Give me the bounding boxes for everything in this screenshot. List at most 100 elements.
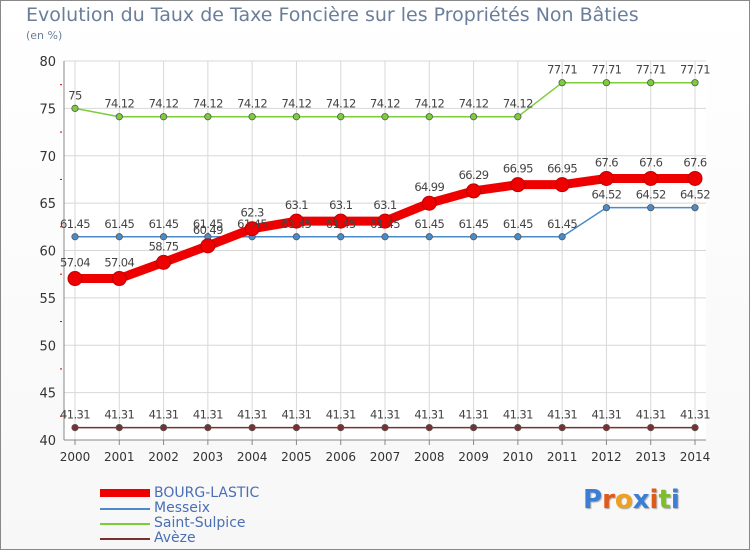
logo-letter: r (602, 485, 615, 515)
data-label-saint-sulpice: 75 (68, 88, 82, 102)
data-label-messeix: 61.45 (503, 217, 533, 231)
data-label-saint-sulpice: 74.12 (326, 97, 356, 111)
x-tick-label: 2000 (60, 450, 91, 464)
data-point-bourg-lastic (333, 213, 349, 229)
data-label-bourg-lastic: 66.29 (459, 168, 489, 182)
data-label-messeix: 61.45 (237, 217, 267, 231)
data-point-bourg-lastic (466, 183, 482, 199)
data-point-bourg-lastic (554, 177, 570, 193)
data-label-saint-sulpice: 77.71 (591, 63, 621, 77)
data-point-aveze (381, 423, 389, 432)
data-point-saint-sulpice (248, 113, 256, 121)
logo-letter: i (649, 485, 659, 515)
data-label-messeix: 64.52 (636, 188, 666, 202)
data-label-saint-sulpice: 74.12 (237, 97, 267, 111)
x-tick-label: 2013 (635, 450, 666, 464)
y-tick-label: 70 (39, 150, 56, 165)
data-label-aveze: 41.31 (547, 408, 577, 422)
chart-unit-label: (en %) (26, 29, 63, 42)
data-point-bourg-lastic (200, 238, 216, 254)
data-point-messeix (292, 233, 301, 241)
legend-swatch-saint-sulpice (100, 523, 150, 525)
data-point-messeix (381, 233, 389, 241)
data-point-aveze (514, 423, 522, 432)
data-point-messeix (691, 204, 699, 212)
data-point-aveze (602, 423, 611, 432)
data-point-saint-sulpice (558, 79, 566, 87)
data-label-messeix: 61.45 (547, 217, 577, 231)
x-tick-label: 2004 (237, 450, 268, 464)
data-label-bourg-lastic: 66.95 (547, 162, 577, 176)
data-label-messeix: 61.45 (193, 217, 223, 231)
x-tick-label: 2006 (325, 450, 356, 464)
data-label-aveze: 41.31 (60, 408, 90, 422)
data-point-bourg-lastic (244, 221, 260, 237)
data-label-bourg-lastic: 57.04 (60, 256, 90, 270)
data-point-aveze (292, 423, 301, 432)
data-label-saint-sulpice: 74.12 (459, 97, 489, 111)
x-tick-label: 2010 (503, 450, 534, 464)
legend-label-saint-sulpice: Saint-Sulpice (154, 515, 246, 531)
logo-letter: P (583, 485, 603, 515)
data-point-saint-sulpice (647, 79, 655, 87)
x-tick-label: 2007 (370, 450, 401, 464)
x-tick-label: 2014 (680, 450, 711, 464)
data-label-aveze: 41.31 (281, 408, 311, 422)
data-point-messeix (425, 233, 433, 241)
data-point-bourg-lastic (156, 254, 172, 270)
data-label-bourg-lastic: 58.75 (149, 239, 179, 253)
data-point-aveze (204, 423, 212, 432)
data-point-saint-sulpice (292, 113, 301, 121)
data-point-messeix (159, 233, 168, 241)
data-point-aveze (469, 423, 478, 432)
x-tick-label: 2009 (458, 450, 489, 464)
data-label-aveze: 41.31 (636, 408, 666, 422)
data-label-messeix: 61.45 (281, 217, 311, 231)
data-label-messeix: 64.52 (680, 188, 710, 202)
data-point-bourg-lastic (687, 170, 703, 186)
data-label-aveze: 41.31 (104, 408, 134, 422)
data-point-messeix (337, 233, 345, 241)
logo-letter: x (632, 485, 650, 515)
data-point-saint-sulpice (691, 79, 699, 87)
data-point-bourg-lastic (421, 195, 437, 211)
data-label-bourg-lastic: 63.1 (285, 198, 308, 212)
data-label-aveze: 41.31 (149, 408, 179, 422)
data-point-saint-sulpice (115, 113, 123, 121)
data-point-saint-sulpice (71, 104, 79, 112)
legend-swatch-bourg-lastic (100, 489, 150, 497)
y-tick-label: 80 (39, 55, 56, 70)
y-tick-label: 40 (39, 434, 56, 449)
data-label-saint-sulpice: 74.12 (503, 97, 533, 111)
data-point-bourg-lastic (288, 213, 304, 229)
data-label-bourg-lastic: 64.99 (414, 180, 444, 194)
legend-label-aveze: Avèze (154, 530, 196, 546)
data-label-messeix: 61.45 (104, 217, 134, 231)
data-label-aveze: 41.31 (503, 408, 533, 422)
data-label-bourg-lastic: 57.04 (104, 256, 134, 270)
data-point-bourg-lastic (598, 170, 614, 186)
x-tick-label: 2003 (193, 450, 224, 464)
x-tick-label: 2001 (104, 450, 135, 464)
data-label-messeix: 61.45 (149, 217, 179, 231)
data-point-messeix (115, 233, 123, 241)
data-point-saint-sulpice (602, 79, 611, 87)
y-tick-label: 45 (39, 387, 56, 402)
data-label-saint-sulpice: 74.12 (149, 97, 179, 111)
data-point-aveze (691, 423, 699, 432)
y-tick-label: 55 (39, 292, 56, 307)
data-label-saint-sulpice: 77.71 (680, 63, 710, 77)
data-point-aveze (71, 423, 79, 432)
data-label-aveze: 41.31 (414, 408, 444, 422)
data-label-bourg-lastic: 62.3 (241, 206, 264, 220)
x-tick-label: 2002 (148, 450, 179, 464)
data-point-saint-sulpice (469, 113, 478, 121)
data-label-aveze: 41.31 (459, 408, 489, 422)
y-tick-label: 60 (39, 245, 56, 260)
x-tick-label: 2008 (414, 450, 445, 464)
data-point-saint-sulpice (204, 113, 212, 121)
data-label-saint-sulpice: 77.71 (636, 63, 666, 77)
data-point-saint-sulpice (425, 113, 433, 121)
legend-label-bourg-lastic: BOURG-LASTIC (154, 485, 260, 501)
